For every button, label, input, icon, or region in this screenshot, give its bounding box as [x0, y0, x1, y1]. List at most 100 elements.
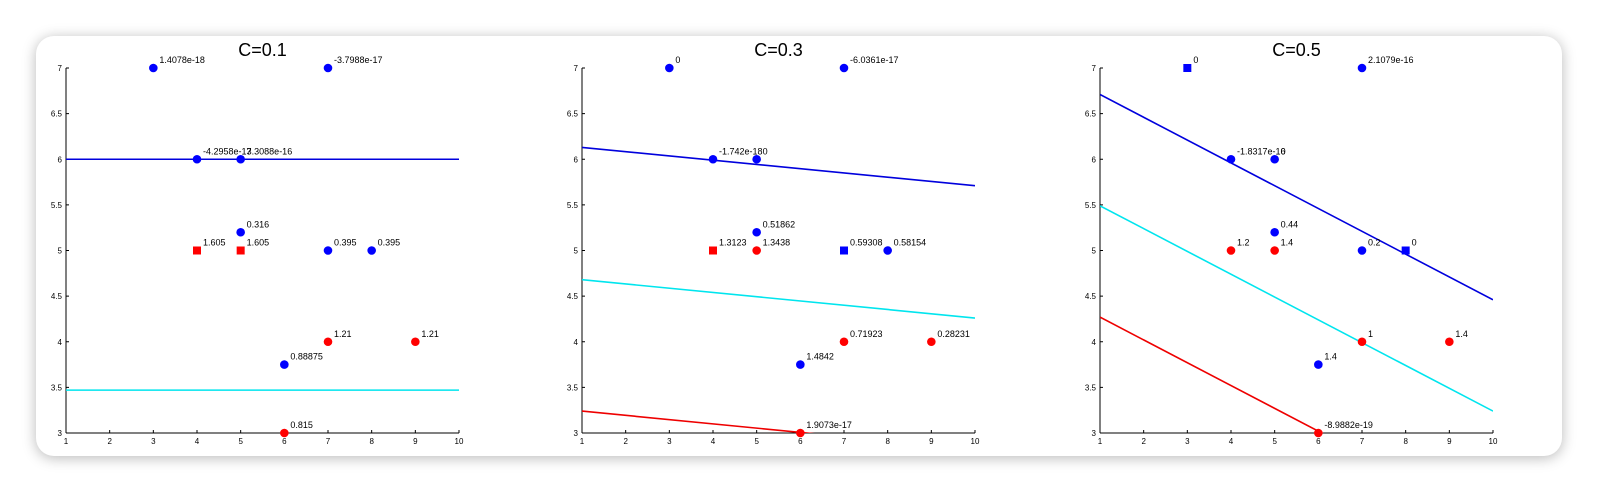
- x-tick-label: 1: [580, 437, 585, 446]
- decision-line-cyan: [1100, 205, 1493, 412]
- y-tick-label: 5.5: [51, 201, 63, 210]
- data-point-blue: [840, 246, 848, 255]
- data-point-red: [323, 337, 333, 347]
- y-tick-label: 4.5: [51, 292, 63, 301]
- data-point-blue: [1357, 246, 1367, 255]
- y-tick-label: 4.5: [1085, 292, 1097, 301]
- y-tick-label: 6: [574, 155, 579, 164]
- point-value-label: 0: [1281, 146, 1286, 156]
- decision-line-blue: [582, 146, 975, 187]
- x-tick-label: 8: [369, 437, 374, 446]
- point-value-label: 1.2: [1237, 238, 1250, 248]
- y-tick-label: 6.5: [1085, 110, 1097, 119]
- x-tick-label: 4: [195, 437, 200, 446]
- panel-title: C=0.5: [1272, 40, 1321, 60]
- x-tick-label: 5: [754, 437, 759, 446]
- point-value-label: 1.4: [1281, 238, 1294, 248]
- y-tick-label: 3: [574, 429, 579, 438]
- data-point-red: [796, 428, 805, 438]
- point-value-label: 0.71923: [850, 329, 883, 339]
- y-tick-label: 6.5: [567, 110, 579, 119]
- data-point-red: [1270, 246, 1279, 255]
- data-point-blue: [1314, 360, 1323, 369]
- point-value-label: -6.0361e-17: [850, 55, 899, 65]
- point-value-label: 0: [1193, 55, 1198, 65]
- y-tick-label: 3.5: [51, 383, 63, 392]
- point-value-label: 2.1079e-16: [1368, 55, 1414, 65]
- y-tick-label: 3: [58, 429, 63, 438]
- data-point-red: [280, 428, 289, 438]
- x-tick-label: 10: [1489, 437, 1498, 446]
- data-point-blue: [752, 227, 761, 237]
- point-value-label: 0.316: [247, 219, 270, 229]
- point-value-label: -4.2958e-17: [203, 146, 252, 156]
- point-value-label: 1.605: [247, 238, 270, 248]
- y-tick-label: 5: [574, 247, 579, 256]
- x-tick-label: 6: [282, 437, 287, 446]
- x-tick-label: 5: [238, 437, 243, 446]
- x-tick-label: 4: [711, 437, 716, 446]
- data-point-blue: [883, 246, 892, 255]
- svm-margin-figure: C=0.11 2 3 4 5 6 7 8 9 1033.544.555.566.571.4078e…: [51, 40, 1498, 446]
- data-point-red: [752, 246, 761, 255]
- y-tick-label: 6: [1092, 155, 1097, 164]
- decision-line-red: [582, 410, 815, 433]
- x-tick-label: 2: [623, 437, 628, 446]
- x-tick-label: 7: [842, 437, 847, 446]
- panel-title: C=0.1: [238, 40, 287, 60]
- point-value-label: 0.51862: [763, 219, 796, 229]
- y-tick-label: 5.5: [1085, 201, 1097, 210]
- y-tick-label: 5: [1092, 247, 1097, 256]
- y-tick-label: 7: [1092, 64, 1097, 73]
- x-tick-label: 6: [798, 437, 803, 446]
- y-tick-label: 6.5: [51, 110, 63, 119]
- margin-lines: [1100, 93, 1493, 433]
- point-value-label: 0.815: [290, 420, 313, 430]
- data-point-blue: [839, 63, 849, 73]
- x-tick-label: 3: [151, 437, 156, 446]
- data-point-blue: [1401, 246, 1410, 255]
- x-tick-label: 1: [64, 437, 69, 446]
- data-point-blue: [236, 227, 245, 237]
- point-value-label: 0.395: [334, 238, 357, 248]
- x-tick-label: 5: [1272, 437, 1277, 446]
- data-point-blue: [1183, 64, 1192, 72]
- data-point-blue: [236, 154, 245, 164]
- data-point-red: [1314, 428, 1323, 438]
- point-value-label: 0.28231: [937, 329, 970, 339]
- y-tick-label: 3: [1092, 429, 1097, 438]
- x-tick-label: 7: [326, 437, 331, 446]
- y-tick-label: 4: [58, 338, 63, 347]
- point-value-label: 1.4: [1455, 329, 1468, 339]
- point-value-label: 1.4842: [806, 352, 834, 362]
- margin-lines: [66, 158, 459, 391]
- point-value-label: -1.742e-18: [719, 146, 763, 156]
- data-point-blue: [1270, 154, 1279, 164]
- y-tick-label: 7: [58, 64, 63, 73]
- data-point-blue: [796, 360, 805, 369]
- x-tick-label: 8: [1403, 437, 1408, 446]
- point-value-label: 0: [763, 146, 768, 156]
- panel-1: C=0.1 1 2 3 4 5 6 7 8 9 10 3 3.5 4 4.5 5 5.5 6 6.5 7 1.4078e…: [51, 40, 464, 446]
- data-point-blue: [323, 246, 333, 255]
- figure-card: C=0.1 1 2 3 4 5 6 7 8 9 10 3 3.5 4 4.5 5 5.5 6 6.5 7 1.4078e…: [36, 36, 1562, 456]
- data-point-blue: [665, 63, 674, 73]
- point-value-label: 1.3123: [719, 238, 747, 248]
- data-point-blue: [752, 154, 761, 164]
- x-tick-label: 2: [107, 437, 112, 446]
- point-value-label: -8.9882e-19: [1324, 420, 1373, 430]
- decision-line-blue: [1100, 93, 1493, 301]
- data-point-blue: [192, 154, 202, 164]
- point-value-label: 1: [1368, 329, 1373, 339]
- x-tick-label: 4: [1229, 437, 1234, 446]
- point-value-label: 1.9073e-17: [806, 420, 852, 430]
- point-value-label: 0.44: [1281, 219, 1299, 229]
- y-tick-label: 3.5: [567, 383, 579, 392]
- x-tick-label: 3: [1185, 437, 1190, 446]
- data-point-red: [1357, 337, 1367, 347]
- point-value-label: -3.7988e-17: [334, 55, 383, 65]
- point-value-label: 3.3088e-16: [247, 146, 293, 156]
- data-point-blue: [280, 360, 289, 369]
- x-tick-label: 3: [667, 437, 672, 446]
- point-value-label: 0: [1412, 238, 1417, 248]
